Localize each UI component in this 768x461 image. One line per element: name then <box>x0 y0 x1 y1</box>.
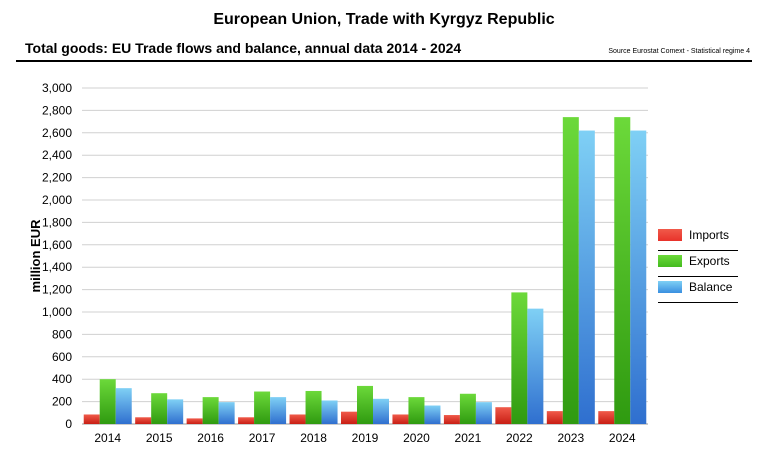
bar-exports-2022 <box>511 292 528 424</box>
bar-imports-2022 <box>495 407 512 424</box>
bar-balance-2017 <box>270 397 287 424</box>
y-tick-label: 2,600 <box>42 126 72 140</box>
legend-label-balance: Balance <box>689 280 733 294</box>
x-tick-label: 2020 <box>403 431 430 445</box>
bar-exports-2016 <box>202 397 219 424</box>
bar-imports-2024 <box>598 411 615 424</box>
legend-item-imports: Imports <box>658 225 738 251</box>
legend: Imports Exports Balance <box>658 225 738 303</box>
x-tick-label: 2022 <box>506 431 533 445</box>
x-tick-label: 2019 <box>352 431 379 445</box>
bar-exports-2023 <box>562 117 579 425</box>
x-tick-label: 2015 <box>146 431 173 445</box>
chart-title: European Union, Trade with Kyrgyz Republ… <box>213 11 555 28</box>
bar-imports-2018 <box>289 414 306 424</box>
legend-swatch-balance <box>658 281 682 293</box>
bar-balance-2015 <box>167 399 184 424</box>
legend-label-exports: Exports <box>689 254 730 268</box>
bar-exports-2015 <box>151 393 168 424</box>
bar-imports-2016 <box>186 418 203 424</box>
bar-imports-2015 <box>135 417 152 424</box>
y-tick-label: 1,800 <box>42 215 72 229</box>
y-tick-label: 2,000 <box>42 193 72 207</box>
legend-swatch-exports <box>658 255 682 267</box>
x-tick-label: 2014 <box>94 431 121 445</box>
bar-balance-2024 <box>630 130 647 424</box>
bar-balance-2023 <box>578 130 595 424</box>
bar-balance-2014 <box>115 388 132 424</box>
bar-balance-2021 <box>475 402 492 424</box>
y-tick-label: 3,000 <box>42 81 72 95</box>
x-tick-label: 2024 <box>609 431 636 445</box>
y-tick-label: 1,400 <box>42 260 72 274</box>
bar-balance-2019 <box>373 398 389 424</box>
legend-item-exports: Exports <box>658 251 738 277</box>
bar-balance-2016 <box>218 402 235 424</box>
chart-subtitle: Total goods: EU Trade flows and balance,… <box>25 40 462 56</box>
y-tick-label: 2,200 <box>42 171 72 185</box>
header-rule <box>16 60 752 62</box>
bar-balance-2022 <box>527 308 544 424</box>
y-tick-label: 1,200 <box>42 283 72 297</box>
y-tick-label: 1,600 <box>42 238 72 252</box>
y-axis-label: million EUR <box>28 219 43 293</box>
bar-exports-2024 <box>614 117 631 425</box>
y-tick-label: 2,800 <box>42 103 72 117</box>
bar-exports-2021 <box>459 393 476 424</box>
x-axis-ticks: 2014 2015 2016 2017 2018 2019 2020 2021 2022 2023… <box>94 431 636 445</box>
x-tick-label: 2021 <box>455 431 482 445</box>
bar-imports-2020 <box>392 414 409 424</box>
y-tick-label: 1,000 <box>42 305 72 319</box>
bar-imports-2014 <box>83 414 100 424</box>
y-tick-label: 600 <box>52 350 72 364</box>
y-tick-label: 400 <box>52 372 72 386</box>
y-tick-label: 2,400 <box>42 148 72 162</box>
bar-imports-2019 <box>341 411 357 424</box>
bars <box>83 117 647 425</box>
y-tick-label: 0 <box>65 417 72 431</box>
source-note: Source Eurostat Comext - Statistical reg… <box>608 48 750 55</box>
legend-item-balance: Balance <box>658 277 738 303</box>
y-tick-label: 800 <box>52 327 72 341</box>
x-tick-label: 2017 <box>249 431 276 445</box>
bar-imports-2023 <box>546 411 563 424</box>
bar-exports-2020 <box>408 397 425 424</box>
bar-exports-2019 <box>357 385 373 424</box>
bar-exports-2017 <box>254 391 271 424</box>
bar-exports-2014 <box>99 379 116 424</box>
legend-swatch-imports <box>658 229 682 241</box>
bar-imports-2021 <box>443 415 460 424</box>
bar-exports-2018 <box>305 390 322 424</box>
legend-label-imports: Imports <box>689 228 730 242</box>
x-tick-label: 2016 <box>197 431 224 445</box>
bar-balance-2018 <box>321 400 338 424</box>
x-tick-label: 2023 <box>557 431 584 445</box>
bar-imports-2017 <box>238 417 255 424</box>
y-tick-label: 200 <box>52 395 72 409</box>
y-axis-ticks: 0 200 400 600 800 1,000 1,200 1,400 1,600 1,800 2,… <box>42 81 72 431</box>
bar-balance-2020 <box>424 405 441 424</box>
x-tick-label: 2018 <box>300 431 327 445</box>
